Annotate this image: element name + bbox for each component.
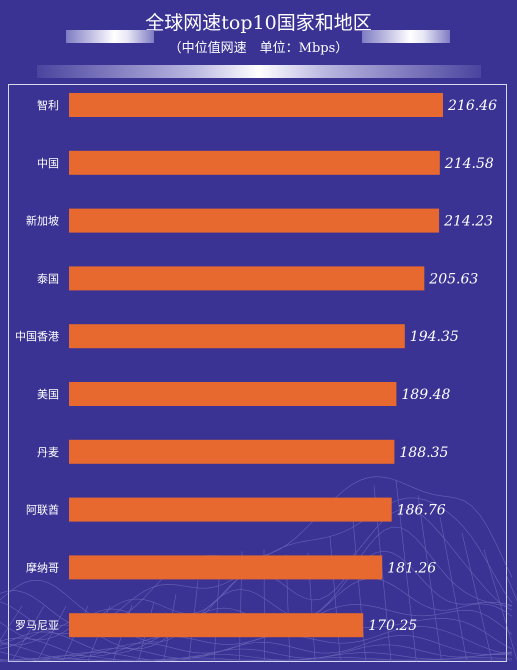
value-label: 189.48 xyxy=(401,387,450,403)
value-label: 181.26 xyxy=(387,560,436,576)
category-label: 中国香港 xyxy=(15,330,59,343)
bar xyxy=(69,208,440,233)
bar xyxy=(69,324,405,349)
category-label: 阿联酋 xyxy=(26,503,59,517)
mesh-line xyxy=(0,644,513,662)
mesh-line xyxy=(0,605,23,642)
value-label: 205.63 xyxy=(428,271,478,287)
mesh-line xyxy=(0,635,513,661)
mesh-line xyxy=(0,625,513,660)
category-label: 摩纳哥 xyxy=(26,560,59,574)
bar xyxy=(69,150,440,175)
mesh-line xyxy=(0,652,513,662)
mesh-line xyxy=(483,549,517,662)
mesh-line xyxy=(439,517,468,663)
chart-frame xyxy=(8,84,507,662)
mesh-line xyxy=(505,574,517,602)
mesh-line xyxy=(461,532,493,663)
header-underline-decoration xyxy=(37,65,481,78)
title-decoration-left xyxy=(66,30,154,43)
bar xyxy=(69,382,397,406)
category-label: 美国 xyxy=(37,388,59,401)
value-label: 214.58 xyxy=(444,156,494,172)
value-label: 214.23 xyxy=(443,214,493,230)
value-label: 194.35 xyxy=(410,329,459,345)
mesh-line xyxy=(351,509,367,663)
bar xyxy=(69,439,395,464)
value-label: 216.46 xyxy=(447,98,497,114)
category-label: 罗马尼亚 xyxy=(15,619,59,632)
chart-title: 全球网速top10国家和地区 xyxy=(145,12,372,34)
bar xyxy=(69,93,443,117)
title-decoration-right xyxy=(362,30,450,43)
value-label: 186.76 xyxy=(397,503,446,519)
mesh-line xyxy=(417,495,442,663)
bar xyxy=(69,555,383,580)
mesh-line xyxy=(36,605,67,663)
bar xyxy=(69,266,425,291)
category-label: 智利 xyxy=(37,98,59,112)
bar xyxy=(69,497,392,522)
category-label: 中国 xyxy=(37,157,59,170)
mesh-line xyxy=(213,563,221,663)
value-label: 170.25 xyxy=(368,618,417,634)
category-label: 丹麦 xyxy=(37,446,59,459)
category-label: 新加坡 xyxy=(26,214,59,228)
mesh-line xyxy=(395,480,417,663)
bar xyxy=(69,613,364,638)
mesh-line xyxy=(11,605,45,663)
value-label: 188.35 xyxy=(399,445,448,461)
chart-subtitle: （中位值网速 单位：Mbps） xyxy=(168,41,349,56)
category-label: 泰国 xyxy=(37,271,59,285)
